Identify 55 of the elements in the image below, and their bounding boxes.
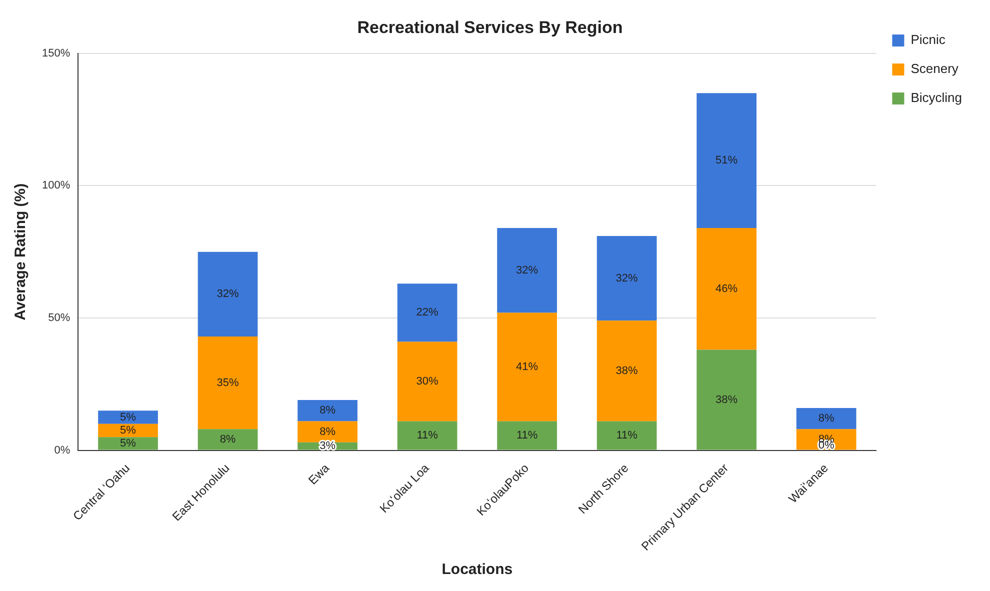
- data-label: 5%: [120, 437, 136, 450]
- bar: [198, 252, 258, 337]
- data-label: 32%: [516, 264, 538, 276]
- bar: [298, 400, 358, 422]
- legend-label: Picnic: [910, 32, 946, 48]
- bar: [198, 429, 258, 450]
- data-label: 51%: [716, 154, 738, 167]
- legend-label: Bicycling: [910, 90, 962, 106]
- bar: [298, 421, 358, 442]
- data-label: 22%: [416, 306, 439, 319]
- data-label: 8%: [320, 426, 336, 438]
- bar: [596, 421, 657, 450]
- y-tick-label: 100%: [42, 180, 70, 192]
- bar: [397, 284, 458, 342]
- x-tick-label: Ewa: [306, 460, 332, 488]
- bar: [98, 424, 158, 438]
- legend-label: Scenery: [910, 61, 959, 76]
- bar: [596, 320, 657, 422]
- bar: [696, 350, 756, 450]
- bar: [497, 312, 557, 422]
- data-label: 3%: [320, 440, 336, 452]
- data-label: 11%: [616, 430, 638, 442]
- bar: [98, 437, 158, 450]
- data-label: 38%: [616, 364, 638, 377]
- data-label: 32%: [616, 272, 638, 284]
- data-label: 5%: [120, 424, 136, 436]
- bar: [497, 228, 557, 313]
- bar: [397, 421, 458, 450]
- y-tick-label: 0%: [54, 444, 70, 456]
- data-label: 0%: [818, 439, 834, 452]
- y-tick-label: 50%: [48, 312, 70, 324]
- bar: [696, 228, 756, 350]
- data-label: 11%: [516, 430, 538, 442]
- data-label: 41%: [516, 360, 538, 373]
- data-label: 46%: [716, 282, 738, 295]
- data-label: 38%: [716, 394, 738, 406]
- bar: [596, 236, 657, 321]
- y-tick-label: 150%: [42, 47, 70, 60]
- bar: [796, 408, 856, 430]
- data-label: 30%: [416, 376, 439, 388]
- data-label: 11%: [416, 430, 438, 442]
- x-axis-title: Locations: [442, 561, 513, 578]
- y-axis-title: Average Rating (%): [12, 183, 30, 320]
- chart-title: Recreational Services By Region: [357, 18, 623, 37]
- data-label: 32%: [216, 288, 239, 300]
- data-label: 8%: [818, 412, 834, 425]
- data-label: 5%: [120, 411, 136, 424]
- bar: [198, 336, 258, 430]
- data-label: 35%: [216, 376, 239, 389]
- bar: [497, 421, 557, 450]
- bar: [98, 410, 158, 424]
- bar: [696, 93, 756, 228]
- data-label: 8%: [320, 404, 336, 417]
- bar: [397, 342, 458, 422]
- data-label: 8%: [220, 433, 236, 446]
